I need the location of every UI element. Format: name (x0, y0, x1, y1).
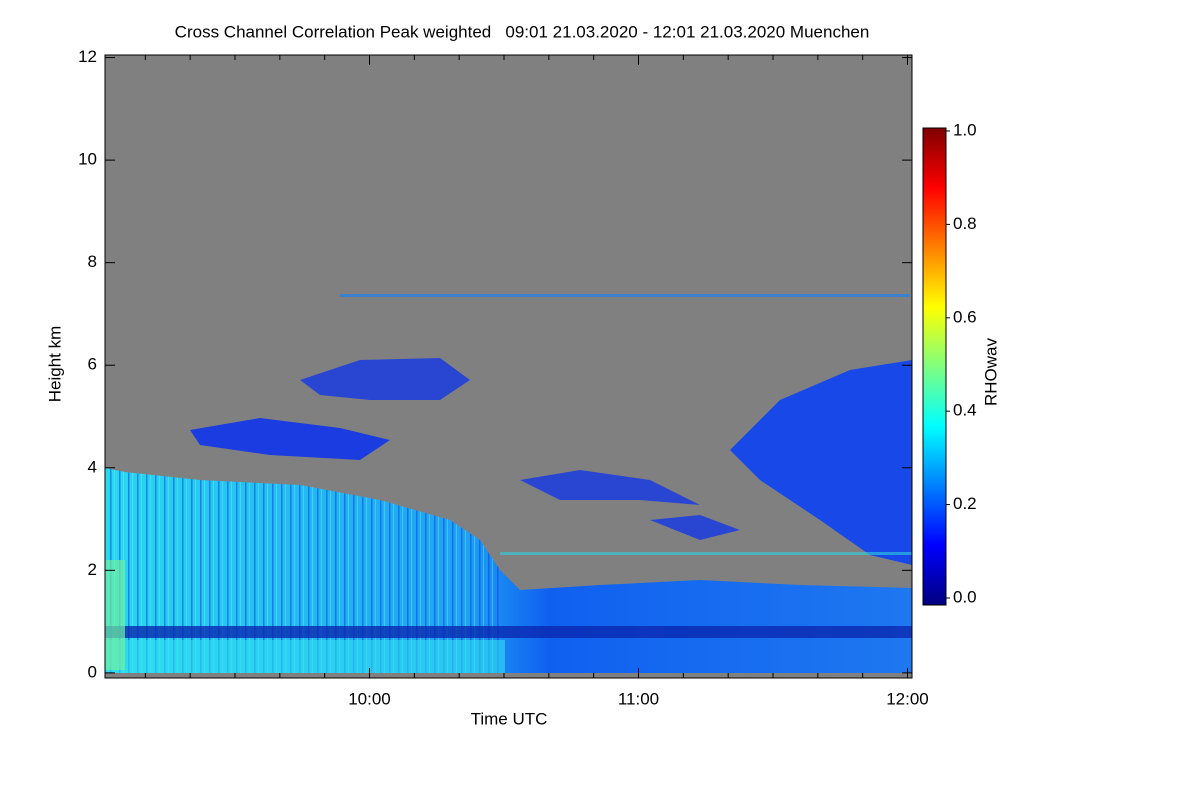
colorbar-tick-label: 0.8 (953, 214, 977, 233)
y-tick-label: 6 (88, 355, 97, 374)
x-tick-label: 11:00 (618, 689, 659, 708)
x-tick-label: 12:00 (886, 689, 929, 708)
x-axis-label: Time UTC (471, 709, 548, 728)
y-tick-label: 8 (88, 252, 97, 271)
colorbar-tick-label: 0.4 (953, 401, 977, 420)
colorbar (922, 127, 947, 606)
y-axis-label: Height km (45, 326, 64, 403)
heatmap-field (105, 294, 912, 673)
y-tick-label: 0 (88, 662, 97, 681)
colorbar-tick-label: 0.2 (953, 494, 977, 513)
chart-title: Cross Channel Correlation Peak weighted … (175, 22, 870, 41)
colorbar-label: RHOwav (981, 337, 1000, 406)
colorbar-tick-label: 0.6 (953, 307, 977, 326)
plot-frame (104, 54, 913, 679)
y-tick-label: 10 (78, 150, 97, 169)
x-tick-label: 10:00 (348, 689, 391, 708)
colorbar-tick-label: 0.0 (953, 587, 977, 606)
y-tick-label: 2 (88, 560, 97, 579)
colorbar-tick-label: 1.0 (953, 120, 977, 139)
y-tick-label: 12 (78, 47, 97, 66)
y-tick-label: 4 (88, 457, 97, 476)
